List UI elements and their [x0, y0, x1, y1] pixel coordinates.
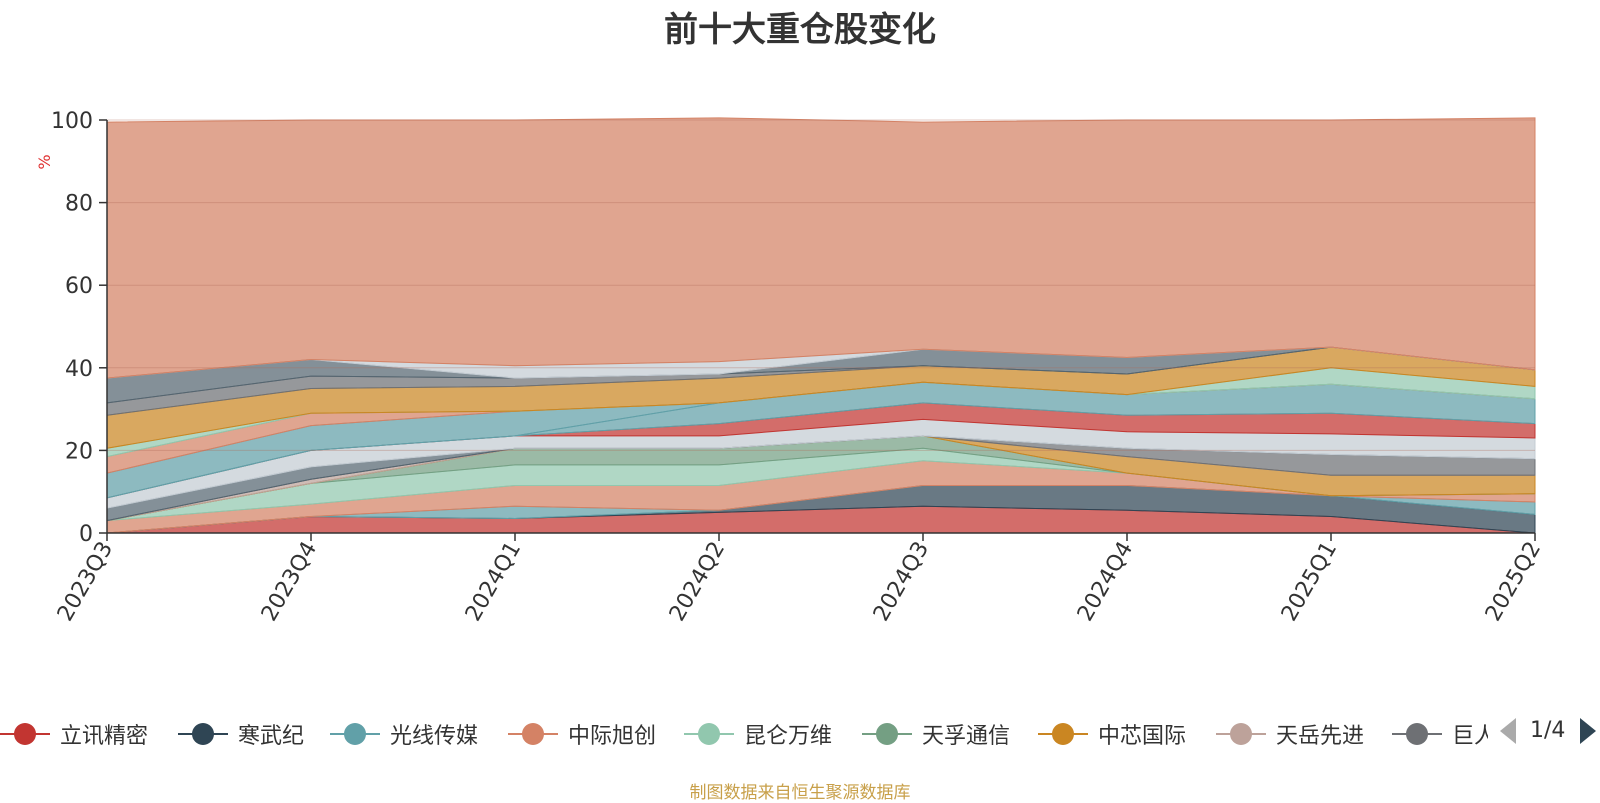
area-series-group: [106, 117, 1536, 534]
x-tick-label-7: 2025Q2: [1481, 538, 1546, 626]
y-tick-label-1: 20: [65, 439, 93, 464]
legend-page-indicator: 1/4: [1530, 718, 1566, 743]
legend-marker-icon: [1392, 714, 1442, 754]
y-tick-label-3: 60: [65, 274, 93, 299]
x-tick-label-6: 2025Q1: [1277, 538, 1342, 626]
y-tick-label-2: 40: [65, 357, 93, 382]
legend-label: 中际旭创: [568, 724, 657, 749]
legend-marker-icon: [178, 714, 228, 754]
legend: 立讯精密 寒武纪 光线传媒 中际旭创 昆仑万维 天孚通信 中芯国际 天岳先进 巨人网络 1/4: [0, 714, 1600, 754]
area-series-20: [106, 117, 1536, 379]
x-tick-label-0: 2023Q3: [53, 538, 118, 626]
source-note: 制图数据来自恒生聚源数据库: [689, 783, 911, 803]
legend-marker-icon: [1216, 714, 1266, 754]
legend-label: 天岳先进: [1276, 724, 1365, 749]
chart-title: 前十大重仓股变化: [664, 10, 936, 50]
legend-marker-icon: [684, 714, 734, 754]
legend-marker-icon: [1038, 714, 1088, 754]
legend-label: 光线传媒: [390, 724, 479, 749]
legend-item-7[interactable]: 天岳先进: [1216, 714, 1364, 754]
legend-prev-page-icon[interactable]: [1498, 716, 1518, 752]
legend-item-3[interactable]: 中际旭创: [508, 714, 656, 754]
legend-item-1[interactable]: 寒武纪: [178, 714, 304, 754]
y-tick-label-4: 80: [65, 192, 93, 217]
y-tick-label-0: 0: [79, 522, 93, 547]
x-tick-label-1: 2023Q4: [257, 538, 322, 626]
legend-item-0[interactable]: 立讯精密: [0, 714, 148, 754]
y-tick-label-5: 100: [51, 109, 93, 134]
x-tick-label-4: 2024Q3: [869, 538, 934, 626]
legend-label: 昆仑万维: [744, 724, 833, 749]
legend-item-2[interactable]: 光线传媒: [330, 714, 478, 754]
legend-marker-icon: [0, 714, 50, 754]
legend-next-page-icon[interactable]: [1578, 716, 1598, 752]
x-tick-label-5: 2024Q4: [1073, 538, 1138, 626]
y-axis-unit-label: %: [35, 154, 54, 169]
legend-label: 天孚通信: [922, 724, 1011, 749]
legend-item-8[interactable]: 巨人网络: [1392, 714, 1488, 754]
legend-marker-icon: [862, 714, 912, 754]
x-tick-label-2: 2024Q1: [461, 538, 526, 626]
x-tick-label-3: 2024Q2: [665, 538, 730, 626]
legend-label: 巨人网络: [1452, 724, 1488, 749]
legend-marker-icon: [508, 714, 558, 754]
legend-item-5[interactable]: 天孚通信: [862, 714, 1010, 754]
legend-label: 寒武纪: [238, 724, 305, 749]
legend-label: 中芯国际: [1098, 724, 1187, 749]
legend-marker-icon: [330, 714, 380, 754]
grid-lines: [107, 119, 1535, 451]
legend-item-6[interactable]: 中芯国际: [1038, 714, 1186, 754]
legend-label: 立讯精密: [60, 724, 149, 749]
legend-item-4[interactable]: 昆仑万维: [684, 714, 832, 754]
